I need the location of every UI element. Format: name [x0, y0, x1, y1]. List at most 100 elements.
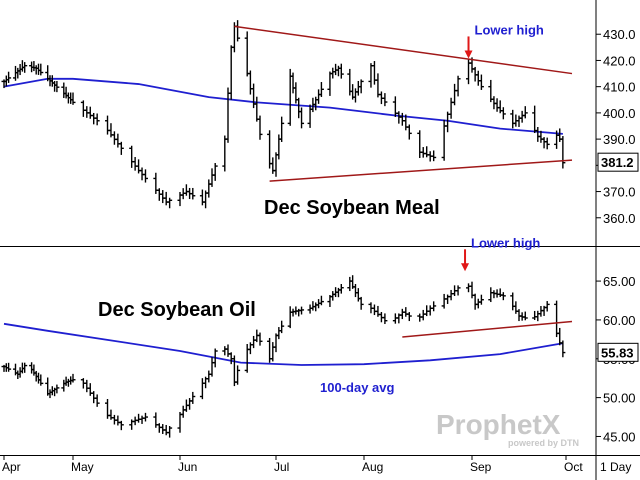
- meal-price-bar: [500, 107, 506, 120]
- meal-y-tick-label: 370.0: [603, 185, 636, 200]
- watermark-logo: ProphetX powered by DTN: [436, 409, 579, 448]
- time-tick-label: Sep: [470, 460, 492, 474]
- meal-price-bar: [338, 63, 344, 79]
- oil-price-bar: [54, 384, 60, 394]
- oil-price-bar: [279, 320, 285, 334]
- oil-price-bar: [560, 340, 566, 358]
- oil-price-bar: [406, 312, 412, 322]
- time-tick-label: Aug: [362, 460, 383, 474]
- oil-price-bar: [431, 301, 437, 312]
- oil-price-bar: [455, 285, 461, 296]
- meal-price-bar: [94, 113, 100, 126]
- meal-price-bar: [406, 124, 412, 140]
- oil-annotations: Lower high: [461, 235, 540, 272]
- oil-chart-title: Dec Soybean Oil: [98, 299, 256, 321]
- meal-price-bar: [54, 80, 60, 93]
- time-tick-label: Jun: [178, 460, 197, 474]
- oil-price-bar: [167, 425, 173, 438]
- oil-price-bar: [22, 362, 28, 373]
- meal-price-bar: [299, 107, 305, 129]
- time-tick-label: Jul: [274, 460, 289, 474]
- oil-annotation-label: Lower high: [471, 235, 540, 250]
- oil-moving-average-line: [3, 322, 564, 366]
- meal-last-value-label: 381.2: [601, 155, 634, 170]
- meal-price-bar: [560, 136, 566, 169]
- meal-price-bar: [382, 93, 388, 107]
- meal-y-tick-label: 430.0: [603, 27, 636, 42]
- oil-price-bar: [70, 373, 76, 383]
- meal-price-bar: [6, 71, 12, 83]
- oil-price-bar: [6, 362, 12, 372]
- oil-price-bar: [38, 374, 44, 386]
- meal-trendline: [234, 25, 573, 75]
- oil-y-tick-label: 50.00: [603, 391, 636, 406]
- oil-last-value-box: [597, 342, 639, 362]
- meal-price-bar: [212, 163, 218, 181]
- interval-label: 1 Day: [600, 460, 631, 474]
- meal-price-bar: [431, 150, 437, 162]
- oil-price-bar: [338, 283, 344, 294]
- oil-price-bar: [478, 294, 484, 305]
- meal-price-bar: [38, 63, 44, 76]
- watermark-sub-text: powered by DTN: [508, 438, 579, 448]
- oil-price-bar: [318, 295, 324, 306]
- meal-y-tick-label: 420.0: [603, 53, 636, 68]
- meal-y-tick-label: 360.0: [603, 211, 636, 226]
- oil-y-tick-label: 45.00: [603, 429, 636, 444]
- meal-annotations: Lower high: [464, 22, 544, 59]
- meal-price-bar: [478, 74, 484, 90]
- oil-price-bar: [190, 391, 196, 404]
- oil-price-bar: [522, 311, 528, 321]
- oil-trendlines: [402, 320, 573, 338]
- meal-y-tick-label: 410.0: [603, 80, 636, 95]
- oil-price-bar: [235, 365, 241, 385]
- oil-moving-average: [3, 322, 564, 366]
- time-axis: Apr May Jun Jul Aug Sep Oct: [2, 455, 583, 474]
- meal-price-bar: [522, 106, 528, 119]
- oil-price-bar: [118, 420, 124, 431]
- meal-price-bar: [257, 115, 263, 140]
- meal-price-bar: [544, 137, 550, 150]
- meal-trendline: [269, 159, 573, 182]
- oil-trendline: [402, 320, 573, 338]
- oil-price-bar: [382, 313, 388, 325]
- oil-price-bar: [500, 292, 506, 301]
- time-tick-label: Apr: [2, 460, 21, 474]
- meal-price-bar: [455, 75, 461, 97]
- oil-last-value: 55.83: [597, 342, 639, 362]
- meal-price-bar: [118, 141, 124, 155]
- oil-price-bar: [257, 332, 263, 346]
- oil-price-bar: [544, 301, 550, 312]
- meal-chart-title: Dec Soybean Meal: [264, 197, 440, 219]
- watermark-logo-text: ProphetX: [436, 409, 561, 440]
- meal-price-bar: [358, 79, 364, 94]
- meal-last-value-box: [597, 152, 639, 172]
- oil-price-bars: [1, 275, 566, 438]
- oil-price-bar: [299, 306, 305, 315]
- meal-price-bar: [167, 197, 173, 209]
- meal-last-value: 381.2: [597, 152, 639, 172]
- meal-price-bar: [318, 82, 324, 97]
- meal-price-bar: [190, 187, 196, 200]
- oil-price-bar: [142, 412, 148, 422]
- soybean-meal-panel: 430.0420.0410.0400.0390.0380.0370.0360.0…: [1, 20, 639, 226]
- meal-price-bar: [279, 116, 285, 142]
- meal-y-tick-label: 400.0: [603, 106, 636, 121]
- meal-price-bar: [142, 169, 148, 183]
- oil-last-value-label: 55.83: [601, 345, 634, 360]
- time-tick-label: May: [71, 460, 94, 474]
- meal-annotation-arrow-head: [464, 50, 473, 59]
- meal-price-bars: [1, 20, 566, 209]
- oil-price-bar: [358, 296, 364, 310]
- meal-price-bar: [22, 62, 28, 73]
- oil-y-tick-label: 60.00: [603, 313, 636, 328]
- meal-annotation-label: Lower high: [475, 22, 544, 37]
- oil-annotation-arrow-head: [461, 263, 470, 272]
- oil-price-bar: [212, 348, 218, 368]
- time-tick-label: Oct: [564, 460, 583, 474]
- oil-price-bar: [94, 394, 100, 407]
